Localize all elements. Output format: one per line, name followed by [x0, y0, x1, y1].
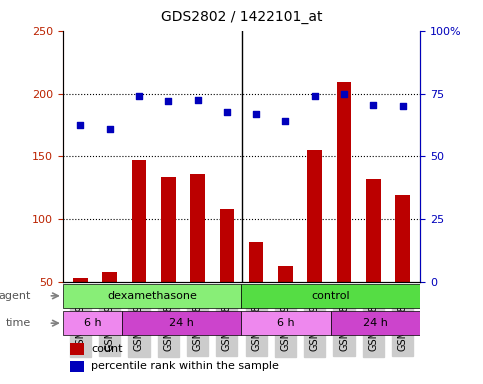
Point	[369, 102, 377, 108]
Bar	[183, 31, 212, 282]
Bar	[70, 343, 84, 354]
Point	[311, 93, 319, 99]
Bar	[329, 31, 359, 282]
Point	[164, 98, 172, 104]
Bar	[95, 31, 124, 282]
Bar	[102, 272, 117, 345]
Point	[282, 118, 289, 124]
Bar	[220, 209, 234, 345]
Text: 24 h: 24 h	[170, 318, 194, 328]
Bar	[271, 31, 300, 282]
FancyBboxPatch shape	[122, 311, 242, 336]
Point	[340, 91, 348, 97]
Bar	[154, 31, 183, 282]
Text: agent: agent	[0, 291, 30, 301]
Text: 6 h: 6 h	[84, 318, 101, 328]
Bar	[212, 31, 242, 282]
Bar	[161, 177, 176, 345]
Bar	[366, 179, 381, 345]
FancyBboxPatch shape	[242, 283, 420, 308]
Bar	[242, 31, 271, 282]
Bar	[73, 278, 88, 345]
Point	[223, 109, 231, 116]
FancyBboxPatch shape	[242, 311, 331, 336]
Text: control: control	[312, 291, 350, 301]
Text: 24 h: 24 h	[363, 318, 388, 328]
Point	[76, 122, 84, 128]
Bar	[337, 82, 351, 345]
Text: percentile rank within the sample: percentile rank within the sample	[91, 361, 279, 371]
Text: count: count	[91, 344, 123, 354]
Bar	[278, 266, 293, 345]
Text: dexamethasone: dexamethasone	[107, 291, 197, 301]
Bar	[249, 242, 263, 345]
Bar	[124, 31, 154, 282]
Bar	[190, 174, 205, 345]
FancyBboxPatch shape	[63, 311, 122, 336]
Text: GDS2802 / 1422101_at: GDS2802 / 1422101_at	[161, 10, 322, 23]
Point	[135, 93, 143, 99]
Text: time: time	[5, 318, 30, 328]
Text: 6 h: 6 h	[277, 318, 295, 328]
Bar	[395, 195, 410, 345]
Bar	[300, 31, 329, 282]
Bar	[307, 150, 322, 345]
Bar	[388, 31, 417, 282]
Point	[194, 97, 201, 103]
Bar	[132, 160, 146, 345]
Point	[399, 103, 407, 109]
FancyBboxPatch shape	[63, 283, 242, 308]
Bar	[359, 31, 388, 282]
Point	[252, 111, 260, 117]
Bar	[70, 361, 84, 372]
FancyBboxPatch shape	[331, 311, 420, 336]
Bar	[66, 31, 95, 282]
Point	[106, 126, 114, 132]
